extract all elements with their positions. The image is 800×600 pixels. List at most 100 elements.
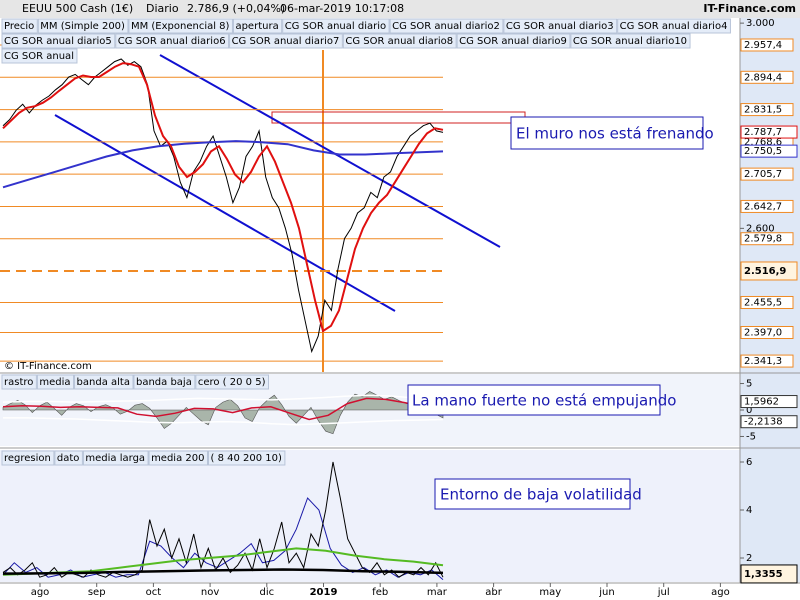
value-marker: [740, 125, 798, 139]
legend-entry: media 200: [151, 453, 204, 464]
y-tick-label: 2.600: [746, 223, 775, 234]
y-tick-label: -5: [746, 431, 756, 442]
legend-box: [115, 33, 230, 49]
value-marker-label: 2.750,5: [744, 146, 782, 157]
level-label: 2.579,8: [744, 234, 782, 245]
legend-box: [1, 374, 37, 390]
legend-entry: CG SOR anual diario7: [232, 36, 340, 47]
level-box: [740, 354, 794, 368]
legend-entry: CG SOR anual: [4, 51, 74, 62]
legend-box: [54, 450, 83, 466]
legend-box: [1, 48, 78, 64]
legend-entry: MM (Simple 200): [40, 21, 125, 32]
legend-entry: ( 8 40 200 10): [210, 453, 282, 464]
x-tick-label: dic: [259, 587, 274, 598]
legend-box: [207, 450, 286, 466]
x-tick-label: abr: [485, 587, 502, 598]
x-tick-label: jul: [657, 587, 670, 598]
level-label: 2.455,5: [744, 297, 782, 308]
annotation-box: [434, 478, 631, 510]
y-tick-label: 4: [746, 505, 752, 516]
x-tick-label: oct: [146, 587, 162, 598]
oscillator-line: [2, 394, 444, 403]
legend-entry: Precio: [4, 21, 34, 32]
legend-box: [128, 18, 233, 34]
legend-box: [148, 450, 208, 466]
x-tick-label: feb: [372, 587, 388, 598]
x-tick-label: ago: [31, 587, 50, 598]
legend-entry: CG SOR anual diario10: [573, 36, 687, 47]
annotation: El muro nos está frenando: [516, 125, 714, 143]
x-tick-label: nov: [201, 587, 219, 598]
legend-entry: cero ( 20 0 5): [198, 377, 266, 388]
value-marker-label: 2.787,7: [744, 127, 782, 138]
level-box: [740, 325, 794, 339]
value-marker: [740, 415, 798, 429]
legend-entry: CG SOR anual diario9: [459, 36, 567, 47]
legend-entry: dato: [57, 453, 80, 464]
legend-box: [282, 18, 390, 34]
level-label: 2.894,4: [744, 72, 782, 83]
value-marker-label: 2.516,9: [744, 266, 786, 277]
x-tick-label: mar: [427, 587, 448, 598]
legend-box: [1, 18, 38, 34]
y-tick-label: 0: [746, 405, 752, 416]
legend-entry: rastro: [4, 377, 33, 388]
legend-entry: banda baja: [136, 377, 192, 388]
x-tick-label: ago: [711, 587, 730, 598]
legend-box: [229, 33, 343, 49]
value-marker: [740, 261, 798, 281]
x-tick-label: sep: [88, 587, 106, 598]
legend-box: [74, 374, 134, 390]
period: Diario: [146, 2, 179, 15]
panel-background: [0, 450, 740, 582]
header-bar: [0, 0, 800, 18]
legend-entry: CG SOR anual diario: [285, 21, 386, 32]
level-label: 2.642,7: [744, 201, 782, 212]
legend-box: [232, 18, 283, 34]
indicator-line: [2, 568, 444, 575]
legend-entry: media larga: [85, 453, 145, 464]
legend-box: [342, 33, 457, 49]
legend-box: [503, 18, 618, 34]
legend-entry: apertura: [235, 21, 278, 32]
trend-line: [54, 114, 396, 312]
value-marker-label: 1,5962: [744, 397, 779, 408]
legend-entry: CG SOR anual diario6: [118, 36, 226, 47]
legend-entry: media: [39, 377, 70, 388]
x-tick-label: jun: [598, 587, 614, 598]
price-line: [2, 62, 444, 333]
level-box: [740, 232, 794, 246]
legend-box: [617, 18, 731, 34]
legend-box: [456, 33, 571, 49]
y-tick-label: 6: [746, 457, 752, 468]
watermark: © IT-Finance.com: [4, 361, 92, 372]
y-tick-label: 2: [746, 553, 752, 564]
level-label: 2.705,7: [744, 169, 782, 180]
legend-entry: CG SOR anual diario5: [4, 36, 112, 47]
level-box: [740, 199, 794, 213]
legend-box: [389, 18, 504, 34]
annotation: La mano fuerte no está empujando: [412, 392, 676, 410]
plot-layer: 3.0002.6002.957,42.894,42.831,52.768,62.…: [0, 18, 798, 598]
oscillator-line: [2, 397, 444, 421]
level-box: [740, 295, 794, 309]
legend-box: [195, 374, 269, 390]
legend-box: [36, 374, 75, 390]
legend-entry: MM (Exponencial 8): [131, 21, 230, 32]
level-label: 2.768,6: [744, 137, 782, 148]
legend-box: [37, 18, 129, 34]
annotation-box: [407, 384, 661, 416]
symbol: EEUU 500 Cash (1€): [22, 2, 133, 15]
legend-box: [1, 450, 55, 466]
timestamp: 06-mar-2019 10:17:08: [280, 2, 404, 15]
level-label: 2.341,3: [744, 356, 782, 367]
trend-line: [159, 54, 501, 248]
value-marker-label: -2,2138: [744, 417, 783, 428]
site: IT-Finance.com: [703, 2, 796, 15]
legend-entry: CG SOR anual diario8: [345, 36, 453, 47]
y-tick-label: 5: [746, 379, 752, 390]
level-label: 2.831,5: [744, 105, 782, 116]
price-line: [2, 58, 444, 354]
